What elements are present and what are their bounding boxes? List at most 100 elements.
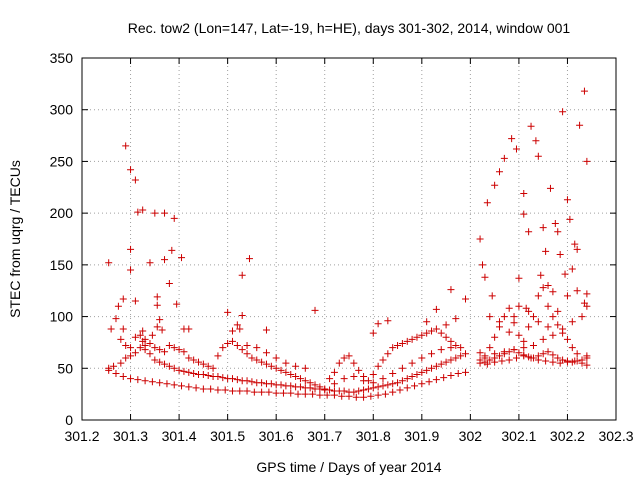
data-point — [442, 358, 450, 366]
data-point — [165, 342, 173, 350]
y-tick-label: 250 — [50, 153, 74, 169]
data-point — [549, 358, 557, 366]
data-point — [122, 142, 130, 150]
data-point — [495, 352, 503, 360]
data-point — [170, 214, 178, 222]
data-point — [134, 208, 142, 216]
data-point — [505, 356, 513, 364]
data-point — [425, 378, 433, 386]
x-tick-label: 302.1 — [501, 428, 536, 444]
data-point — [219, 374, 227, 382]
data-point — [573, 287, 581, 295]
data-point — [287, 370, 295, 378]
data-point — [440, 374, 448, 382]
data-point — [228, 387, 236, 395]
data-point — [418, 331, 426, 339]
data-point — [486, 313, 494, 321]
data-point — [364, 385, 372, 393]
data-point — [185, 354, 193, 362]
data-point — [554, 354, 562, 362]
plot-frame — [81, 57, 617, 421]
data-point — [238, 271, 246, 279]
data-point — [389, 369, 397, 377]
data-point — [403, 375, 411, 383]
data-point — [563, 196, 571, 204]
data-point — [403, 384, 411, 392]
data-point — [243, 387, 251, 395]
data-point — [571, 357, 579, 365]
data-point — [117, 335, 125, 343]
data-point — [350, 373, 358, 381]
data-point — [367, 392, 375, 400]
data-point — [151, 209, 159, 217]
data-point — [563, 335, 571, 343]
data-point — [224, 308, 232, 316]
data-point — [192, 384, 200, 392]
data-point — [258, 358, 266, 366]
data-point — [418, 368, 426, 376]
data-point — [583, 290, 591, 298]
data-point — [352, 393, 360, 401]
data-point — [486, 356, 494, 364]
data-point — [546, 184, 554, 192]
data-point — [151, 356, 159, 364]
x-tick-label: 302.2 — [550, 428, 585, 444]
data-point — [146, 350, 154, 358]
data-point — [350, 359, 358, 367]
data-point — [563, 292, 571, 300]
x-tick-label: 301.7 — [307, 428, 342, 444]
data-point — [381, 390, 389, 398]
data-point — [141, 346, 149, 354]
data-point — [583, 302, 591, 310]
data-point — [479, 261, 486, 269]
data-point — [512, 145, 520, 153]
data-point — [127, 166, 135, 174]
data-point — [301, 390, 309, 398]
data-point — [117, 359, 125, 367]
data-point — [262, 349, 270, 357]
data-point — [272, 389, 280, 397]
data-point — [296, 383, 304, 391]
data-point — [379, 375, 387, 383]
y-tick-label: 50 — [57, 360, 73, 376]
data-point — [345, 392, 353, 400]
data-point — [428, 327, 436, 335]
data-point — [398, 339, 406, 347]
data-point — [148, 378, 156, 386]
data-point — [498, 357, 506, 365]
data-point — [355, 387, 363, 395]
data-point — [221, 386, 229, 394]
data-point — [423, 366, 431, 374]
data-point — [500, 313, 508, 321]
data-point — [141, 377, 149, 385]
data-point — [510, 313, 518, 321]
data-point — [245, 255, 253, 263]
data-point — [505, 304, 513, 312]
data-point — [542, 247, 550, 255]
data-point — [233, 342, 241, 350]
data-point — [539, 335, 547, 343]
data-point — [330, 391, 338, 399]
data-point — [161, 348, 169, 356]
data-point — [432, 376, 440, 384]
data-point — [180, 348, 188, 356]
x-tick-label: 301.4 — [162, 428, 197, 444]
data-point — [161, 360, 169, 368]
data-point — [146, 259, 154, 267]
data-point — [316, 383, 324, 391]
data-point — [515, 331, 523, 339]
data-point — [583, 361, 591, 369]
data-point — [374, 391, 382, 399]
data-point — [551, 219, 559, 227]
data-point — [515, 302, 523, 310]
data-point — [204, 372, 212, 380]
y-axis-title: STEC from uqrg / TECUs — [7, 160, 23, 318]
data-point — [512, 354, 520, 362]
data-point — [394, 342, 402, 350]
data-point — [510, 319, 518, 327]
data-point — [294, 390, 302, 398]
data-point — [583, 354, 591, 362]
data-point — [573, 245, 581, 253]
data-point — [534, 318, 542, 326]
data-point — [379, 382, 387, 390]
